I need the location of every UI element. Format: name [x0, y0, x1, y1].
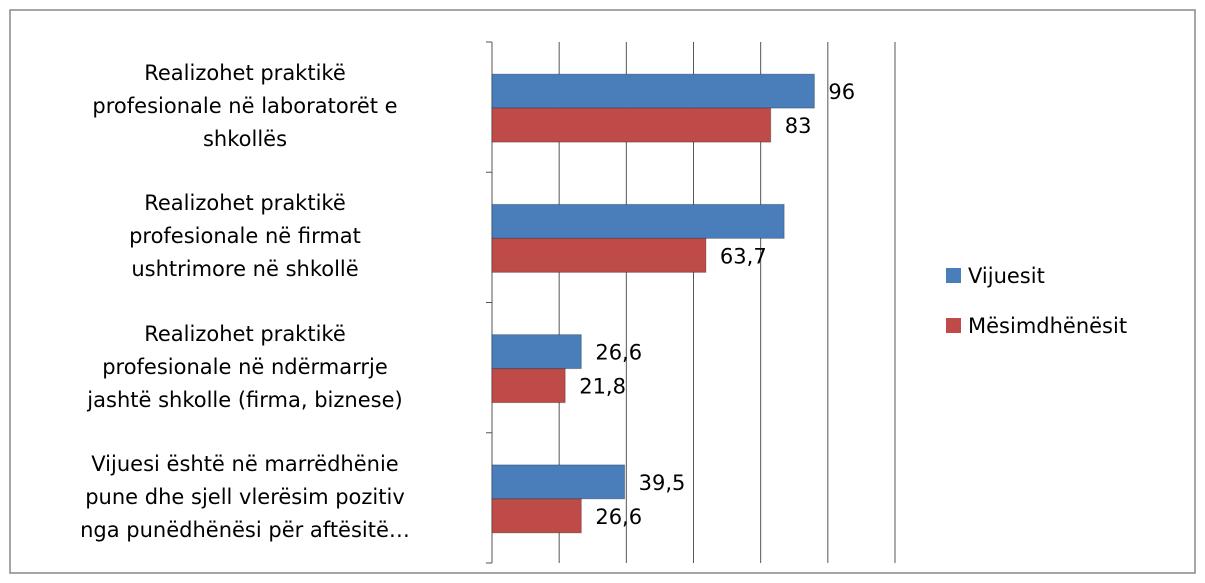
category-label: Realizohet praktikë profesionale në ndër…	[87, 321, 403, 412]
category-label: Realizohet praktikë profesionale në labo…	[92, 61, 398, 152]
legend-label: Mësimdhënësit	[968, 314, 1127, 338]
bar	[491, 498, 582, 534]
bar	[491, 368, 566, 404]
value-label: 39,5	[639, 471, 686, 495]
value-label: 26,6	[595, 505, 642, 529]
value-label: 21,8	[579, 375, 626, 399]
value-label: 96	[828, 80, 855, 104]
legend-swatch	[946, 268, 961, 283]
bar	[491, 237, 707, 273]
bar	[491, 73, 815, 109]
bar	[491, 107, 772, 143]
value-label: 63,7	[720, 244, 767, 268]
value-label: 83	[785, 114, 812, 138]
value-label: 26,6	[595, 341, 642, 365]
legend-swatch	[946, 318, 961, 333]
bar	[491, 464, 626, 500]
category-label: Vijuesi është në marrëdhënie pune dhe sj…	[80, 451, 410, 542]
legend-label: Vijuesit	[968, 264, 1045, 288]
bar	[491, 334, 582, 370]
category-label: Realizohet praktikë profesionale në firm…	[129, 191, 361, 282]
bar	[491, 203, 785, 239]
